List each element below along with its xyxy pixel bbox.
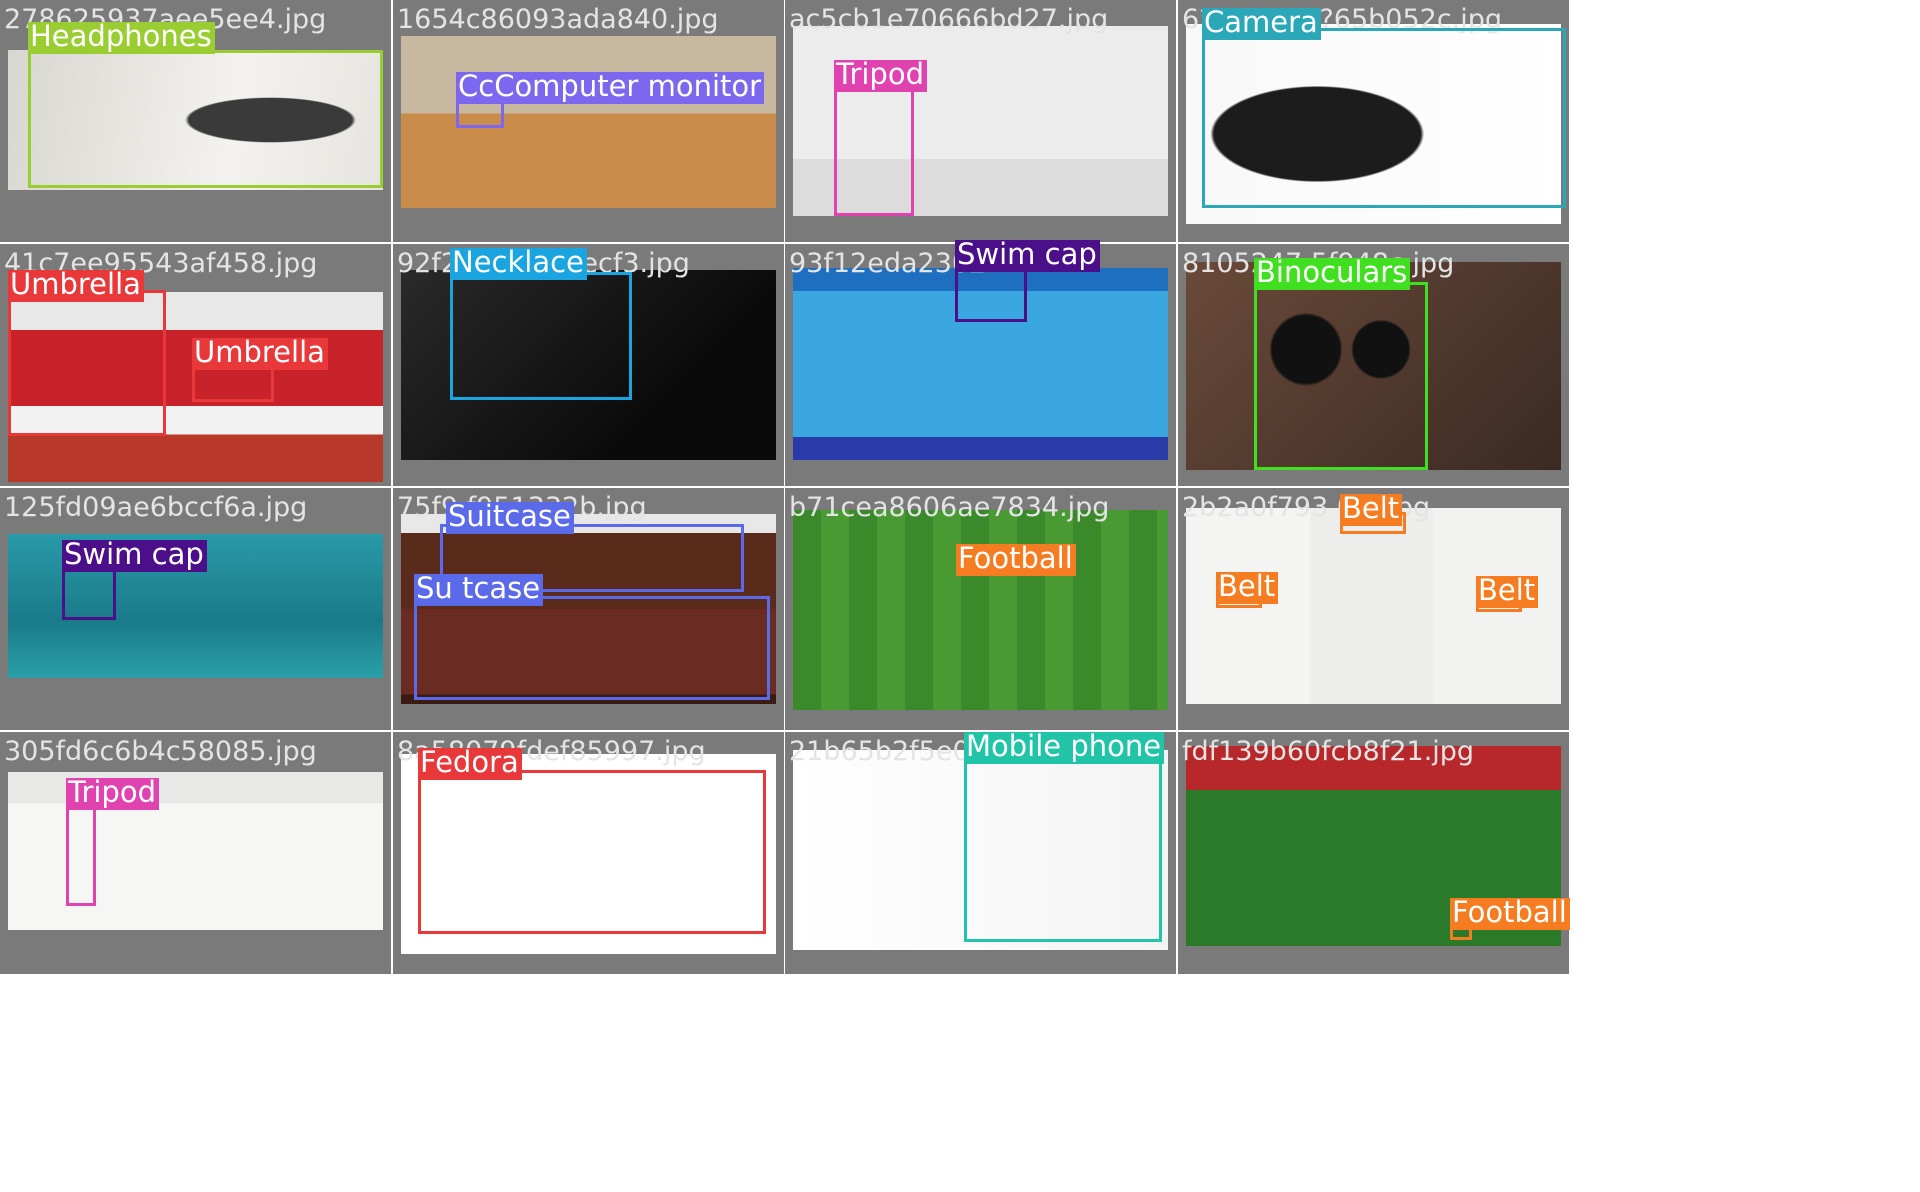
bounding-box xyxy=(1254,282,1428,470)
filename-label: 305fd6c6b4c58085.jpg xyxy=(4,736,317,767)
class-label: Swim cap xyxy=(955,240,1100,272)
class-label: Belt xyxy=(1476,576,1539,608)
filename-label: 93f12eda2302 xyxy=(789,248,987,279)
class-label: Swim cap xyxy=(62,540,207,572)
photo xyxy=(1186,262,1561,470)
image-tile[interactable]: 6?Camera?65b052c.jpg xyxy=(1178,0,1569,242)
class-label: Su tcase xyxy=(414,574,544,606)
class-label: CcComputer monitor xyxy=(456,72,765,104)
photo xyxy=(8,292,383,482)
image-tile[interactable]: 1654c86093ada840.jpg xyxy=(393,0,784,242)
bounding-box xyxy=(418,770,766,934)
image-tile[interactable]: 125fd09ae6bccf6a.jpg xyxy=(0,488,391,730)
bounding-box xyxy=(964,756,1162,942)
image-tile[interactable]: 93f12eda2302 xyxy=(785,244,1176,486)
filename-label: fdf139b60fcb8f21.jpg xyxy=(1182,736,1475,767)
photo xyxy=(793,510,1168,710)
class-label: Mobile phone xyxy=(964,732,1165,764)
bounding-box xyxy=(62,566,116,620)
filename-label: ac5cb1e70666bd27.jpg xyxy=(789,4,1109,35)
photo xyxy=(8,50,383,190)
bounding-box xyxy=(28,50,383,188)
filename-label: 1654c86093ada840.jpg xyxy=(397,4,719,35)
class-label: Headphones xyxy=(28,22,215,54)
image-tile[interactable]: ac5cb1e70666bd27.jpg xyxy=(785,0,1176,242)
image-tile[interactable]: 21b65b2f5e025 xyxy=(785,732,1176,974)
class-label: Football xyxy=(956,544,1076,576)
photo xyxy=(401,754,776,954)
bounding-box xyxy=(8,290,166,436)
bounding-box xyxy=(1202,28,1566,208)
class-label: Tripod xyxy=(66,778,159,810)
class-label: Umbrella xyxy=(8,270,144,302)
photo xyxy=(793,750,1168,950)
class-label: Umbrella xyxy=(192,338,328,370)
image-tile[interactable]: 305fd6c6b4c58085.jpg xyxy=(0,732,391,974)
filename-label: b71cea8606ae7834.jpg xyxy=(789,492,1110,523)
class-label: Binoculars xyxy=(1254,258,1411,290)
class-label: Suitcase xyxy=(446,502,574,534)
class-label: Football xyxy=(1450,898,1570,930)
photo xyxy=(793,268,1168,460)
class-label: Belt xyxy=(1340,494,1403,526)
photo xyxy=(401,514,776,704)
image-tile[interactable]: b71cea8606ae7834.jpg xyxy=(785,488,1176,730)
class-label: Camera xyxy=(1202,8,1321,40)
class-label: Necklace xyxy=(450,248,587,280)
bounding-box xyxy=(834,88,914,216)
class-label: Fedora xyxy=(418,748,522,780)
bounding-box xyxy=(450,272,632,400)
class-label: Tripod xyxy=(834,60,927,92)
photo xyxy=(793,26,1168,216)
photo xyxy=(401,36,776,208)
bounding-box xyxy=(440,524,744,592)
bounding-box xyxy=(414,596,770,700)
photo xyxy=(401,270,776,460)
image-tile[interactable]: fdf139b60fcb8f21.jpg xyxy=(1178,732,1569,974)
class-label: Belt xyxy=(1216,572,1279,604)
photo xyxy=(8,772,383,930)
photo xyxy=(1186,24,1561,224)
filename-label: 125fd09ae6bccf6a.jpg xyxy=(4,492,308,523)
